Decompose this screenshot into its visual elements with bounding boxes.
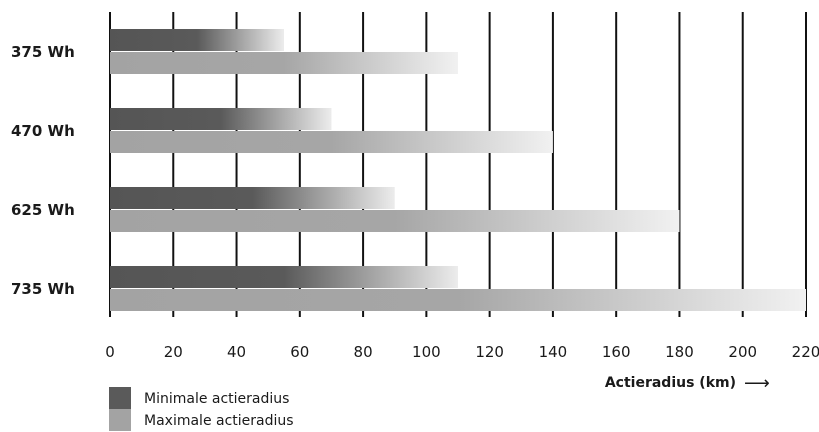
x-tick-label: 100 xyxy=(412,343,441,361)
legend-label-min: Minimale actieradius xyxy=(144,391,289,407)
x-tick-labels: 0 20 40 60 80 100 120 140 160 180 200 220 xyxy=(105,343,819,361)
bar-maximale-actieradius xyxy=(110,210,680,232)
legend-label-max: Maximale actieradius xyxy=(144,413,294,429)
legend-swatch-min xyxy=(109,387,131,409)
x-tick-label: 20 xyxy=(164,343,183,361)
legend-swatch-max xyxy=(109,409,131,431)
bar-maximale-actieradius xyxy=(110,131,553,153)
bar-minimale-actieradius xyxy=(110,187,395,209)
x-tick-label: 60 xyxy=(290,343,309,361)
bar-minimale-actieradius xyxy=(110,29,284,51)
bar-minimale-actieradius xyxy=(110,108,332,130)
x-tick-label: 40 xyxy=(227,343,246,361)
x-tick-label: 140 xyxy=(539,343,568,361)
category-label: 735 Wh xyxy=(11,280,75,298)
x-tick-label: 220 xyxy=(792,343,819,361)
legend: Minimale actieradius Maximale actieradiu… xyxy=(109,387,294,431)
bar-maximale-actieradius xyxy=(110,52,458,74)
x-tick-label: 0 xyxy=(105,343,115,361)
category-label: 470 Wh xyxy=(11,122,75,140)
x-tick-label: 200 xyxy=(728,343,757,361)
x-tick-label: 180 xyxy=(665,343,694,361)
bar-minimale-actieradius xyxy=(110,266,458,288)
x-tick-label: 120 xyxy=(475,343,504,361)
x-axis-title: Actieradius (km) xyxy=(605,375,736,391)
bars xyxy=(110,29,806,311)
x-tick-label: 80 xyxy=(354,343,373,361)
x-tick-label: 160 xyxy=(602,343,631,361)
bar-maximale-actieradius xyxy=(110,289,806,311)
category-label: 375 Wh xyxy=(11,43,75,61)
category-labels: 375 Wh 470 Wh 625 Wh 735 Wh xyxy=(11,43,75,298)
category-label: 625 Wh xyxy=(11,201,75,219)
x-axis-arrow: ⟶ xyxy=(744,373,770,394)
